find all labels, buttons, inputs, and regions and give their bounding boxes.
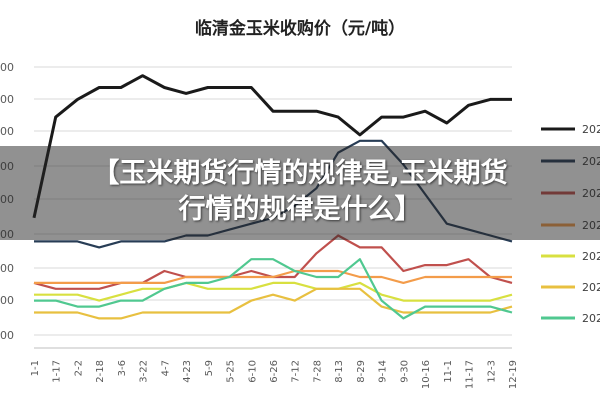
- x-tick-label: 2-2: [73, 360, 84, 376]
- series-line-6: [34, 287, 513, 320]
- y-tick-label: 00: [0, 61, 14, 74]
- x-axis-ticks: 1-1 1-17 2-2 2-18 3-6 3-22 4-7 4-23 5-9 5-25 6-10 6…: [30, 360, 519, 389]
- y-tick-label: 00: [0, 262, 14, 275]
- series-line-3: [33, 234, 513, 290]
- legend-label: 202: [582, 250, 600, 263]
- y-tick-label: 00: [0, 329, 14, 342]
- headline-text: 【玉米期货行情的规律是,玉米期货 行情的规律是什么】: [0, 156, 600, 228]
- chart-title: 临清金玉米收购价（元/吨）: [194, 19, 406, 39]
- x-tick-label: 8-13: [334, 360, 345, 383]
- x-tick-label: 12-3: [486, 360, 497, 383]
- y-tick-label: 00: [0, 125, 14, 138]
- x-tick-label: 4-7: [160, 360, 171, 376]
- x-tick-label: 9-30: [399, 360, 410, 383]
- x-tick-label: 3-22: [139, 360, 150, 383]
- headline-line-1: 【玉米期货行情的规律是,玉米期货: [92, 158, 508, 189]
- legend-label: 202: [582, 123, 600, 136]
- x-tick-label: 6-26: [269, 360, 280, 383]
- series-lines: [32, 74, 513, 320]
- x-tick-label: 1-17: [52, 360, 63, 383]
- x-tick-label: 12-19: [508, 360, 519, 389]
- x-tick-label: 4-23: [182, 360, 193, 383]
- series-line-5: [34, 281, 513, 302]
- legend-label: 202: [582, 312, 600, 325]
- headline-line-2: 行情的规律是什么】: [178, 194, 422, 225]
- series-line-7: [34, 258, 513, 320]
- y-tick-label: 00: [0, 93, 14, 106]
- x-tick-label: 5-25: [226, 360, 237, 383]
- series-line-4: [34, 269, 512, 284]
- x-tick-label: 11-1: [443, 360, 454, 383]
- x-tick-label: 7-12: [291, 360, 302, 383]
- legend-label: 202: [582, 281, 600, 294]
- x-tick-label: 2-18: [95, 360, 106, 383]
- x-tick-label: 7-28: [312, 360, 323, 383]
- series-line-1: [32, 74, 512, 219]
- headline-banner: [0, 146, 600, 240]
- x-tick-label: 6-10: [247, 360, 258, 383]
- x-tick-label: 11-17: [465, 360, 476, 389]
- x-tick-label: 5-9: [204, 360, 215, 376]
- x-tick-label: 9-14: [378, 360, 389, 383]
- x-tick-label: 10-16: [421, 360, 432, 389]
- x-tick-label: 3-6: [117, 360, 128, 376]
- x-tick-label: 8-29: [356, 360, 367, 383]
- y-tick-label: 00: [0, 294, 14, 307]
- x-tick-label: 1-1: [30, 360, 41, 376]
